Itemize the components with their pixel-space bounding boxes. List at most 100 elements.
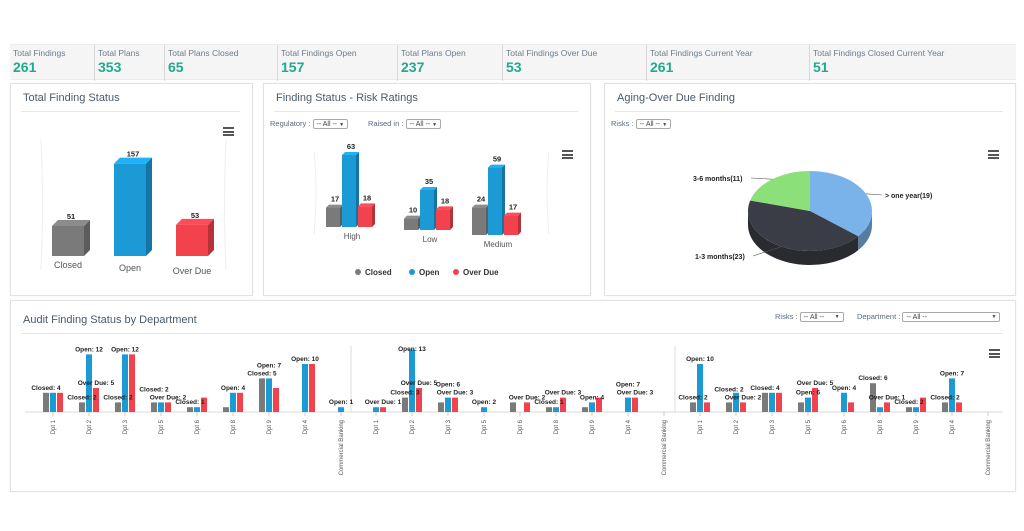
x-tick-label: Dpt 2 (87, 419, 93, 434)
chart-total-finding-status: 51 Closed 157 Open 53 Over Due (40, 138, 227, 276)
chart-aging-over-due: > one year(19) 1-3 months(23) 3-6 months(1… (693, 171, 932, 265)
bar-medium-over-due-side (518, 212, 521, 235)
data-label: Closed: 2 (930, 394, 960, 401)
bar-open (805, 397, 811, 412)
bar-high-closed (326, 207, 340, 227)
dept-risks-select[interactable]: -- All -- ▼ (799, 312, 844, 323)
chart-menu-icon[interactable] (988, 150, 999, 159)
bar-over-due-side (208, 218, 214, 256)
pie-connector (865, 193, 883, 196)
category-label: Medium (484, 240, 513, 249)
bar-medium-closed-top (472, 204, 489, 208)
caret-down-icon: ▼ (432, 122, 438, 129)
category-label: Closed (54, 260, 82, 270)
pie-connector (752, 246, 782, 257)
bar-medium-open-top (488, 164, 505, 168)
pie-connector (750, 177, 773, 180)
chart-wall (40, 138, 43, 271)
caret-down-icon: ▼ (339, 122, 345, 129)
legend-label: Closed (365, 268, 392, 277)
data-label: Over Due: 1 (365, 399, 402, 406)
data-label: Open: 12 (111, 346, 139, 353)
select-value: -- All -- (316, 121, 338, 129)
regulatory-select[interactable]: -- All -- ▼ (312, 119, 349, 130)
data-label: 59 (493, 155, 501, 164)
panel-title: Audit Finding Status by Department (23, 314, 197, 326)
chart-menu-icon[interactable] (223, 127, 234, 136)
x-tick-label: Dpt 3 (770, 419, 776, 434)
department-select[interactable]: -- All -- ▼ (902, 312, 1001, 323)
legend-marker (355, 269, 361, 275)
data-label: Open: 4 (221, 385, 246, 392)
filter-label: Risks : (775, 312, 798, 321)
data-label: Open: 7 (257, 362, 282, 369)
risks-filter: Risks : -- All -- ▼ (611, 119, 672, 130)
bar-closed (510, 402, 516, 412)
bar-closed (151, 402, 157, 412)
bar-medium-over-due-top (504, 212, 521, 216)
data-label: Closed: 2 (714, 386, 744, 393)
filter-label: Risks : (611, 119, 634, 128)
divider (615, 111, 1003, 112)
panel-risk-ratings: Finding Status - Risk Ratings Regulatory… (263, 83, 591, 296)
x-tick-label: Dpt 1 (51, 419, 57, 434)
chart-menu-icon[interactable] (562, 150, 573, 159)
kpi-value: 65 (168, 59, 184, 75)
bar-over-due (165, 402, 171, 412)
pie-slice (748, 200, 859, 251)
bar-over-due (740, 402, 746, 412)
bar-medium-over-due (504, 215, 518, 235)
chart-menu-icon[interactable] (989, 349, 1000, 358)
bar-over-due (452, 397, 458, 412)
data-label: Open: 12 (75, 346, 103, 353)
data-label: Over Due: 2 (725, 394, 762, 401)
data-label: Open: 6 (436, 382, 461, 389)
risks-select[interactable]: -- All -- ▼ (635, 119, 672, 130)
data-label: Open: 13 (398, 346, 426, 353)
data-label: Over Due: 5 (78, 380, 115, 387)
data-label: Open: 7 (616, 382, 641, 389)
bar-open (625, 397, 631, 412)
bar-low-over-due-side (450, 206, 453, 230)
legend-marker (453, 269, 459, 275)
bar-open (949, 378, 955, 412)
kpi-total-plans-open: Total Plans Open 237 (397, 45, 466, 81)
data-label: Closed: 3 (390, 390, 420, 397)
kpi-value: 51 (813, 59, 829, 75)
raised-in-select[interactable]: -- All -- ▼ (405, 119, 442, 130)
x-tick-label: Dpt 3 (446, 419, 452, 434)
kpi-value: 53 (506, 59, 522, 75)
bar-closed (582, 407, 588, 412)
chart-wall (313, 151, 317, 235)
data-label: 35 (425, 177, 433, 186)
bar-over-due (848, 402, 854, 412)
data-label: Open: 6 (796, 390, 821, 397)
x-tick-label: Dpt 8 (878, 419, 884, 434)
data-label: 24 (477, 195, 486, 204)
panel-aging-over-due: Aging-Over Due Finding Risks : -- All --… (604, 83, 1016, 296)
bar-closed (223, 407, 229, 412)
bar-closed (906, 407, 912, 412)
data-label: Closed: 2 (678, 394, 708, 401)
pie-slice (750, 171, 810, 211)
bar-closed (52, 226, 84, 256)
x-tick-label: Dpt 1 (698, 419, 704, 434)
chart-department: Dpt 1 Dpt 2 Dpt 3 Dpt 5 Dpt 6 Dpt 8 Dpt 9 Dpt 4… (25, 346, 1003, 475)
bar-over-due (57, 392, 63, 412)
data-label: 53 (191, 211, 199, 220)
bar-open (302, 364, 308, 412)
data-label: 51 (67, 212, 75, 221)
bar-high-over-due-side (372, 203, 375, 227)
data-label: Open: 10 (291, 356, 319, 363)
kpi-label: Total Findings (13, 48, 66, 58)
kpi-label: Total Findings Closed Current Year (813, 48, 945, 58)
bar-closed (762, 392, 768, 412)
data-label: Open: 2 (472, 399, 497, 406)
kpi-total-findings-open: Total Findings Open 157 (277, 45, 357, 81)
bar-low-over-due (436, 209, 450, 230)
x-tick-label: Dpt 6 (195, 419, 201, 434)
bar-closed (115, 402, 121, 412)
bar-high-open (342, 155, 356, 227)
kpi-value: 261 (650, 59, 674, 75)
bar-over-due (560, 397, 566, 412)
